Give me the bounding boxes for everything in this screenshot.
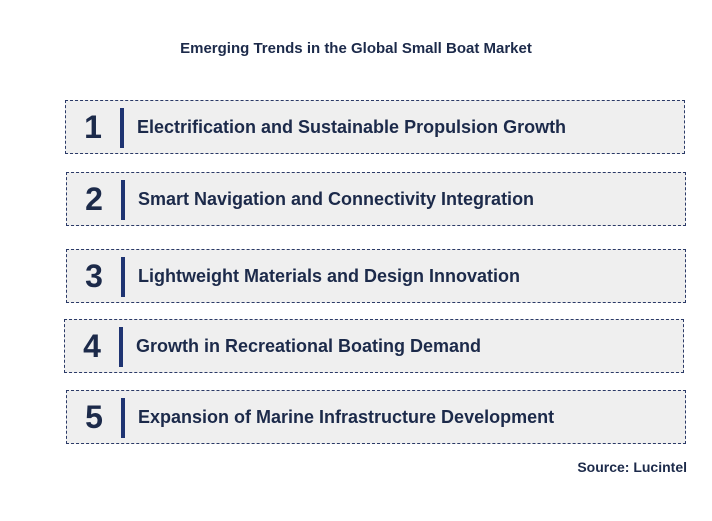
trend-label: Growth in Recreational Boating Demand <box>136 336 482 356</box>
page-title: Emerging Trends in the Global Small Boat… <box>180 40 532 57</box>
trend-number: 4 <box>83 328 101 364</box>
trend-label: Expansion of Marine Infrastructure Devel… <box>138 407 555 427</box>
trend-item-1: 1 Electrification and Sustainable Propul… <box>65 100 685 154</box>
source-note: Source: Lucintel <box>577 459 687 475</box>
trend-item-4: 4 Growth in Recreational Boating Demand <box>64 319 684 373</box>
trend-number: 5 <box>85 399 103 435</box>
trend-label: Lightweight Materials and Design Innovat… <box>138 266 521 286</box>
divider-bar <box>121 398 125 438</box>
divider-bar <box>121 180 125 220</box>
divider-bar <box>119 327 123 367</box>
trend-number: 3 <box>85 258 103 294</box>
trend-number: 1 <box>84 109 102 145</box>
trend-item-3: 3 Lightweight Materials and Design Innov… <box>66 249 686 303</box>
trend-item-2: 2 Smart Navigation and Connectivity Inte… <box>66 172 686 226</box>
divider-bar <box>120 108 124 148</box>
trend-item-5: 5 Expansion of Marine Infrastructure Dev… <box>66 390 686 444</box>
trend-label: Electrification and Sustainable Propulsi… <box>137 117 567 137</box>
trend-number: 2 <box>85 181 103 217</box>
trend-label: Smart Navigation and Connectivity Integr… <box>138 189 535 209</box>
divider-bar <box>121 257 125 297</box>
